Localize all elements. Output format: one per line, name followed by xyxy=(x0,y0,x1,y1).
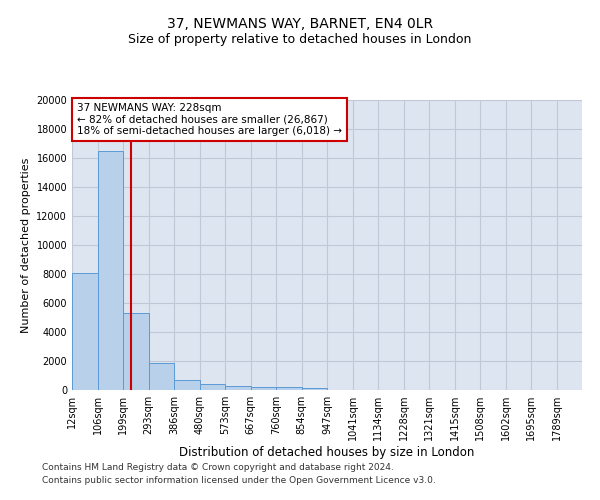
Bar xyxy=(149,363,174,390)
Bar xyxy=(200,384,225,390)
Bar xyxy=(123,313,149,390)
Bar xyxy=(302,388,327,390)
Text: 37 NEWMANS WAY: 228sqm
← 82% of detached houses are smaller (26,867)
18% of semi: 37 NEWMANS WAY: 228sqm ← 82% of detached… xyxy=(77,103,342,136)
Bar xyxy=(72,272,98,390)
X-axis label: Distribution of detached houses by size in London: Distribution of detached houses by size … xyxy=(179,446,475,459)
Bar xyxy=(276,387,302,390)
Bar xyxy=(251,387,276,390)
Bar xyxy=(98,151,123,390)
Bar xyxy=(174,380,200,390)
Text: 37, NEWMANS WAY, BARNET, EN4 0LR: 37, NEWMANS WAY, BARNET, EN4 0LR xyxy=(167,18,433,32)
Text: Contains public sector information licensed under the Open Government Licence v3: Contains public sector information licen… xyxy=(42,476,436,485)
Y-axis label: Number of detached properties: Number of detached properties xyxy=(21,158,31,332)
Text: Contains HM Land Registry data © Crown copyright and database right 2024.: Contains HM Land Registry data © Crown c… xyxy=(42,464,394,472)
Bar xyxy=(225,386,251,390)
Text: Size of property relative to detached houses in London: Size of property relative to detached ho… xyxy=(128,32,472,46)
